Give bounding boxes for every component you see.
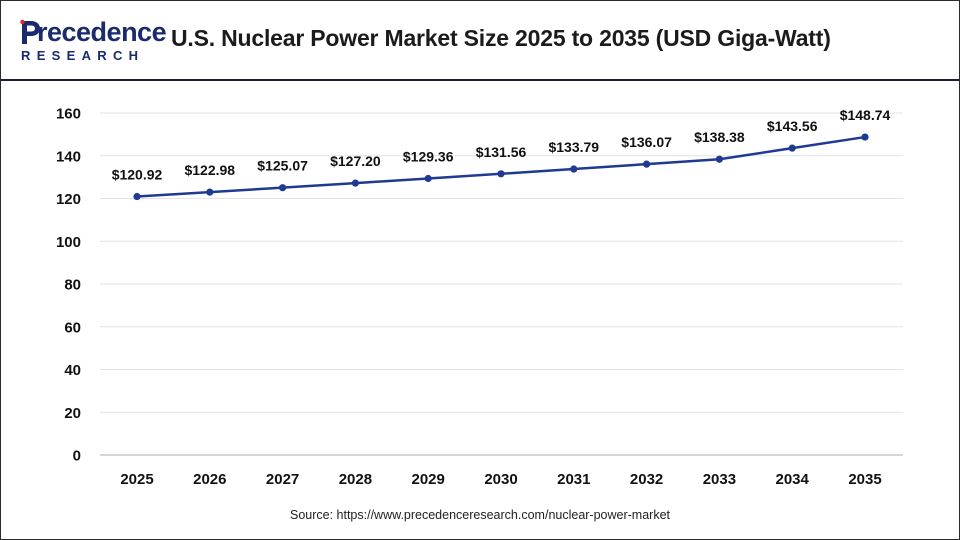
logo-p-icon — [20, 19, 40, 44]
data-label: $125.07 — [257, 158, 308, 174]
data-point — [424, 174, 432, 183]
data-label: $136.07 — [621, 134, 672, 150]
data-point — [279, 184, 287, 192]
data-label: $122.98 — [184, 162, 235, 178]
data-point — [715, 155, 724, 163]
data-label: $138.38 — [694, 129, 745, 145]
x-tick-label: 2025 — [120, 471, 153, 488]
header: recedence RESEARCH U.S. Nuclear Power Ma… — [1, 1, 959, 79]
data-label: $148.74 — [840, 107, 891, 123]
x-tick-label: 2030 — [484, 471, 517, 488]
x-tick-label: 2032 — [630, 471, 663, 488]
y-tick-label: 160 — [56, 106, 81, 123]
data-point — [133, 192, 141, 201]
x-tick-label: 2026 — [193, 471, 226, 488]
logo-subtitle: RESEARCH — [21, 48, 145, 63]
x-tick-label: 2027 — [266, 471, 299, 488]
x-tick-label: 2035 — [848, 471, 881, 488]
data-label: $133.79 — [548, 139, 599, 155]
data-point — [570, 165, 578, 173]
data-point — [206, 188, 214, 196]
data-label: $143.56 — [767, 118, 818, 134]
data-point — [788, 144, 796, 152]
y-tick-label: 140 — [56, 148, 81, 165]
data-label: $131.56 — [476, 144, 527, 160]
y-tick-label: 120 — [56, 191, 81, 208]
logo-wordmark: recedence — [37, 17, 167, 47]
x-tick-label: 2028 — [339, 471, 372, 488]
data-point — [497, 170, 505, 178]
y-tick-label: 100 — [56, 234, 81, 251]
x-tick-label: 2031 — [557, 471, 590, 488]
data-point — [643, 160, 651, 168]
precedence-research-logo: recedence RESEARCH — [19, 17, 167, 65]
y-tick-label: 40 — [64, 362, 81, 379]
data-label: $127.20 — [330, 153, 381, 169]
chart-title: U.S. Nuclear Power Market Size 2025 to 2… — [171, 25, 831, 51]
x-tick-label: 2034 — [776, 471, 810, 488]
data-label: $120.92 — [112, 167, 163, 183]
header-divider — [1, 79, 959, 81]
x-tick-label: 2029 — [412, 471, 445, 488]
y-tick-label: 80 — [64, 277, 81, 294]
y-tick-label: 60 — [64, 319, 81, 336]
data-label: $129.36 — [403, 148, 454, 164]
data-point — [351, 179, 359, 187]
source-note: Source: https://www.precedenceresearch.c… — [289, 508, 671, 522]
y-tick-label: 0 — [73, 448, 81, 465]
data-point — [861, 133, 869, 141]
x-tick-label: 2033 — [703, 471, 736, 488]
y-tick-label: 20 — [64, 405, 81, 422]
